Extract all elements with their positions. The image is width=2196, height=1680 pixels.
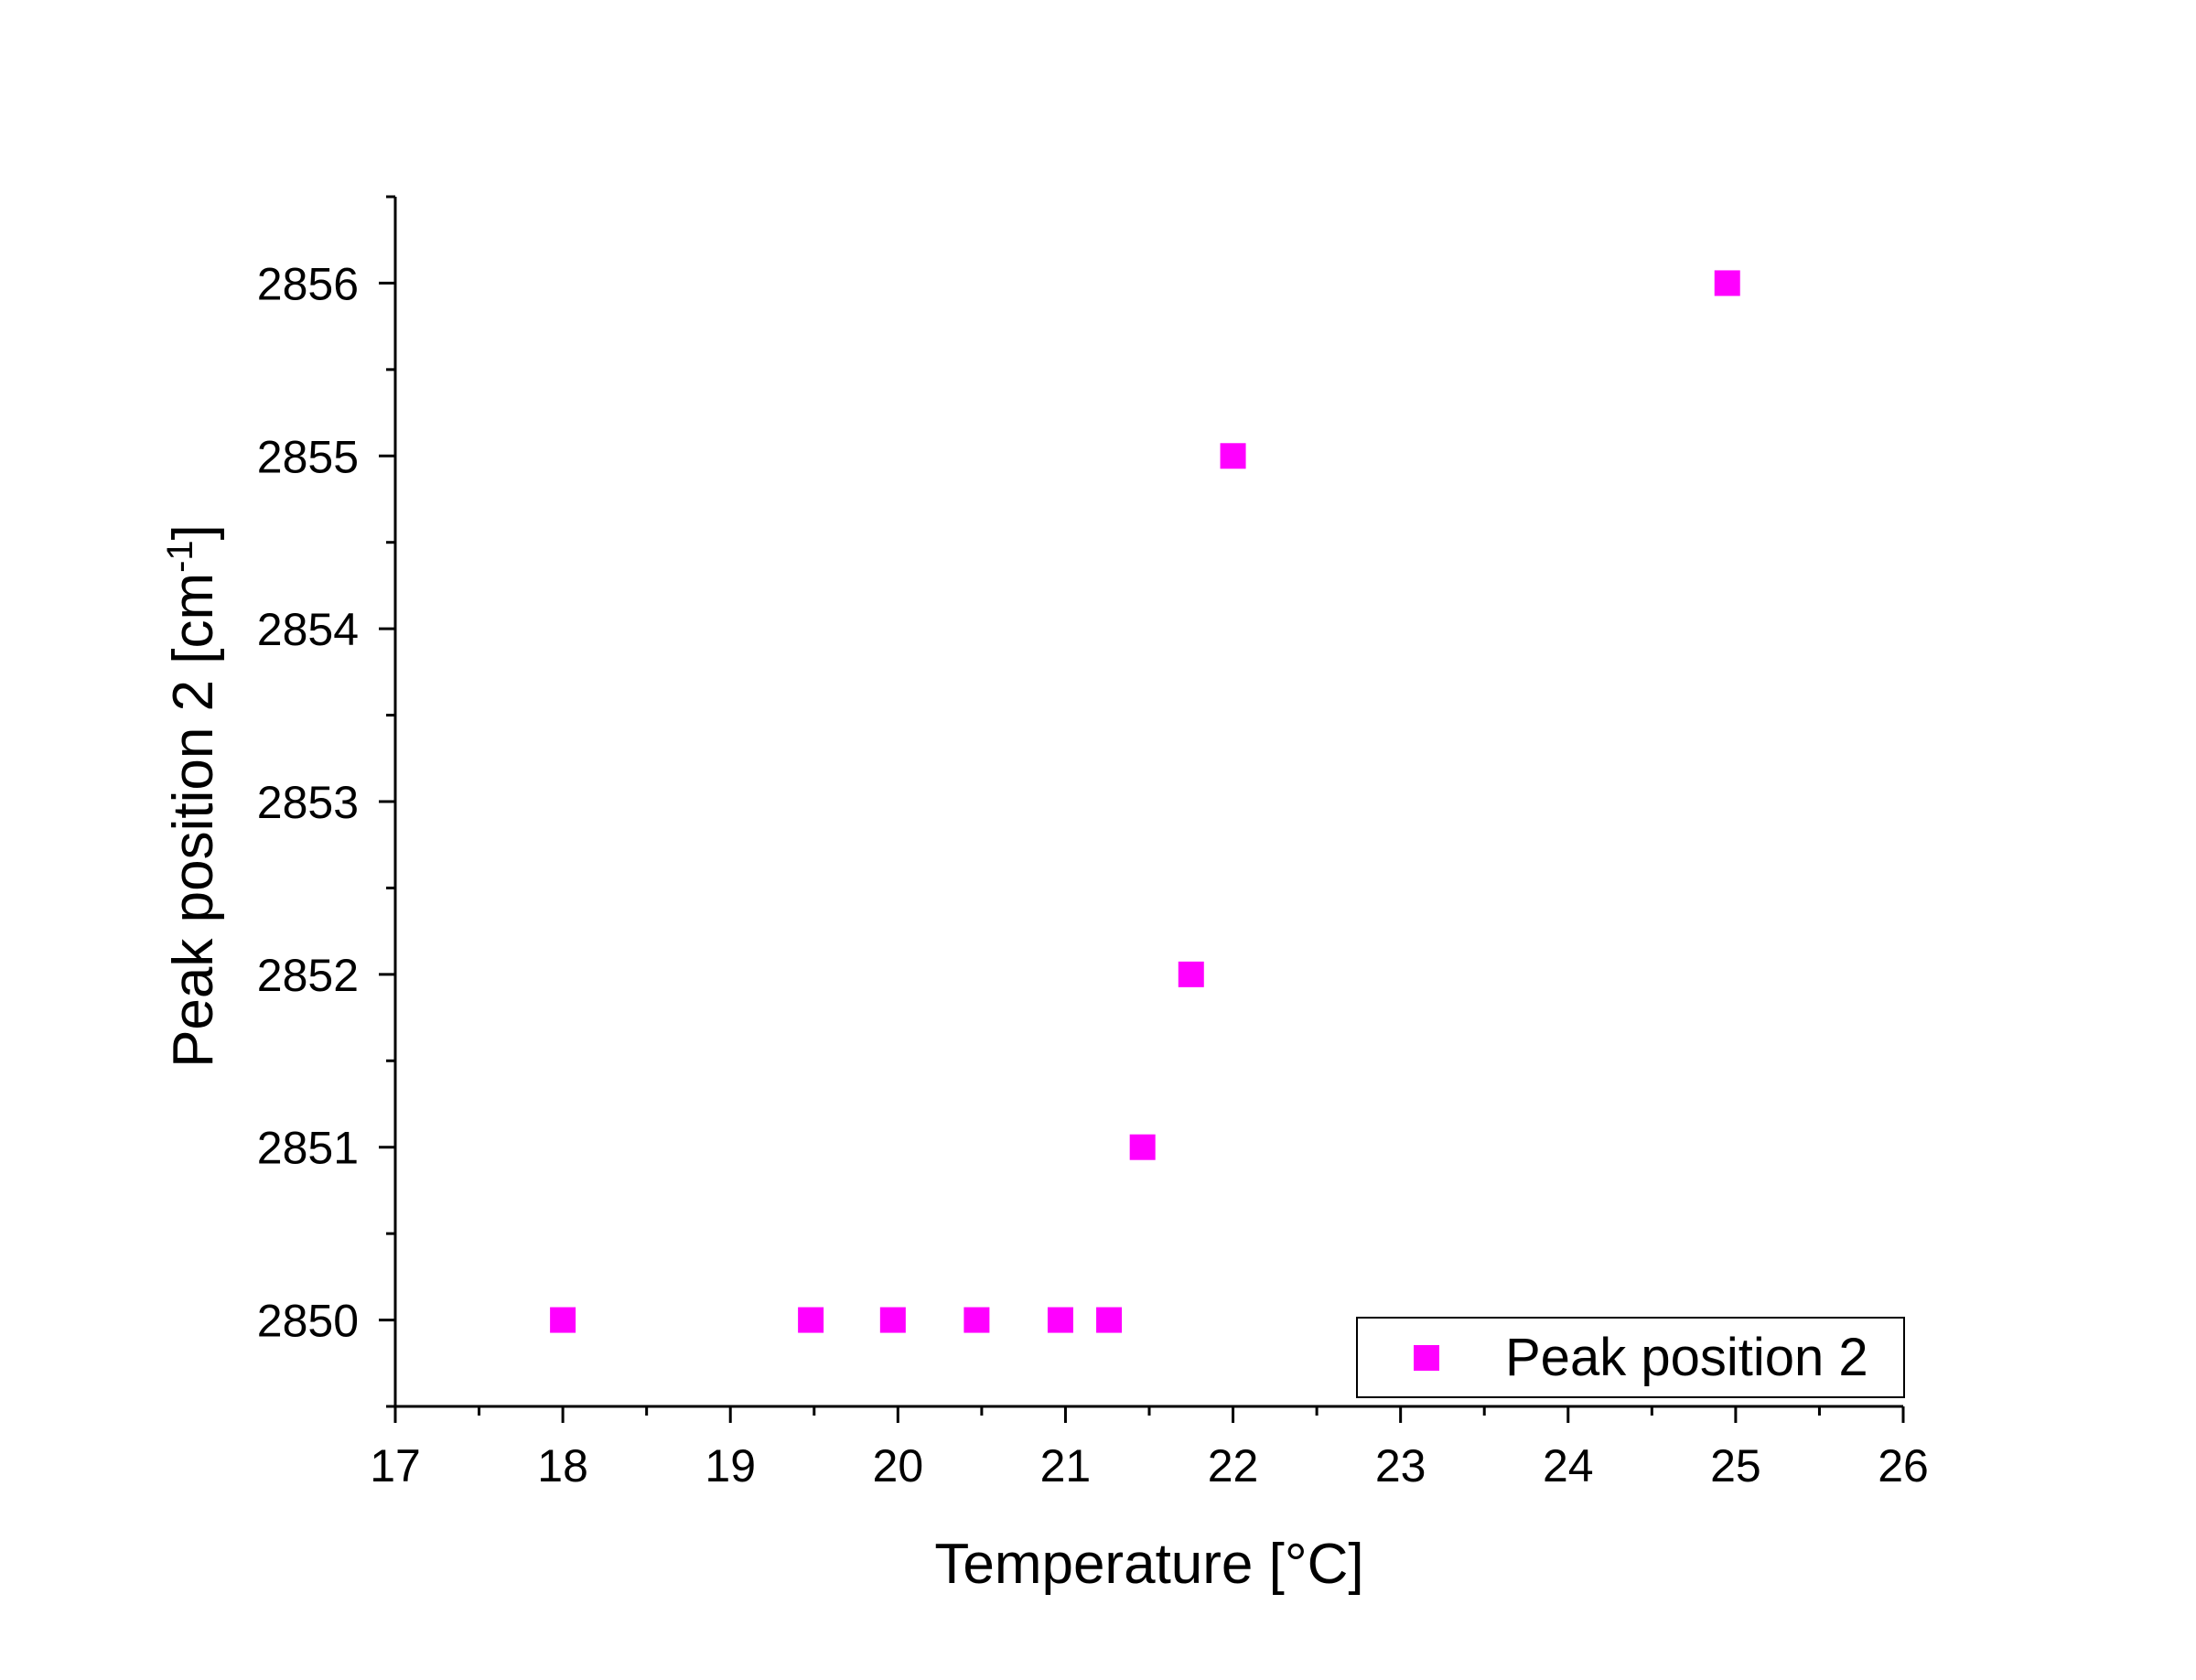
data-point xyxy=(963,1307,990,1333)
y-tick-label: 2854 xyxy=(257,604,359,655)
ticks: 17 18 19 20 21 22 23 24 25 26 2850 2851 2852 2853 2854… xyxy=(257,195,1929,1492)
y-tick-label: 2853 xyxy=(257,777,359,828)
y-tick-label: 2856 xyxy=(257,258,359,309)
y-tick-label: 2855 xyxy=(257,431,359,482)
y-tick-label: 2851 xyxy=(257,1123,359,1174)
data-point xyxy=(1714,270,1740,296)
data-point xyxy=(879,1307,906,1333)
x-tick-label: 21 xyxy=(1040,1440,1092,1492)
data-point xyxy=(550,1307,576,1333)
y-axis-title-main: Peak position 2 [cm xyxy=(162,573,225,1068)
y-axis-title: Peak position 2 [cm-1] xyxy=(160,524,225,1068)
data-point xyxy=(1047,1307,1073,1333)
x-tick-label: 17 xyxy=(370,1440,421,1492)
legend: Peak position 2 xyxy=(1356,1317,1905,1398)
y-axis-title-superscript: -1 xyxy=(160,540,200,573)
data-points xyxy=(550,270,1740,1333)
x-tick-label: 26 xyxy=(1878,1440,1929,1492)
y-tick-label: 2852 xyxy=(257,950,359,1001)
data-point xyxy=(1178,961,1204,987)
x-axis-title: Temperature [°C] xyxy=(934,1533,1363,1596)
data-point xyxy=(1129,1134,1156,1160)
x-tick-label: 18 xyxy=(537,1440,588,1492)
y-tick-label: 2850 xyxy=(257,1296,359,1347)
y-axis-title-suffix: ] xyxy=(162,524,225,540)
legend-entry: Peak position 2 xyxy=(1505,1328,1868,1387)
x-tick-label: 20 xyxy=(873,1440,924,1492)
x-tick-label: 25 xyxy=(1710,1440,1761,1492)
x-tick-label: 22 xyxy=(1208,1440,1259,1492)
legend-box xyxy=(1356,1317,1905,1398)
x-tick-label: 19 xyxy=(705,1440,756,1492)
x-tick-label: 23 xyxy=(1375,1440,1426,1492)
data-point xyxy=(798,1307,824,1333)
legend-marker-square xyxy=(1414,1345,1439,1371)
data-point xyxy=(1220,443,1246,469)
axes xyxy=(393,197,1903,1408)
x-tick-label: 24 xyxy=(1543,1440,1594,1492)
data-point xyxy=(1096,1307,1123,1333)
